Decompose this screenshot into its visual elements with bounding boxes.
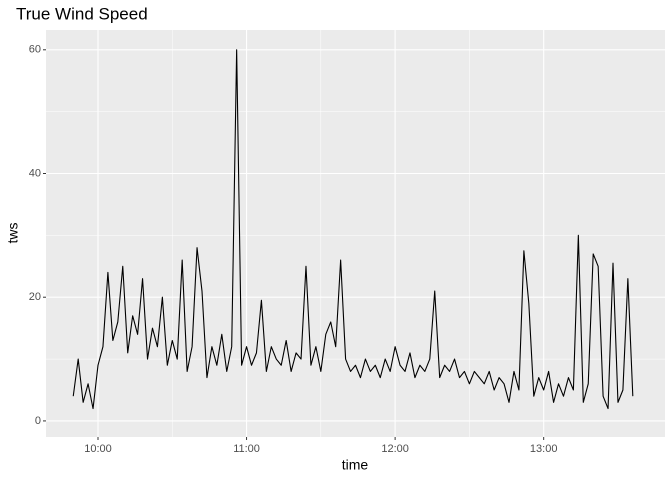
x-tick-label: 12:00 (381, 443, 409, 455)
x-tick-label: 13:00 (530, 443, 558, 455)
x-tick-label: 11:00 (233, 443, 260, 455)
y-tick-label: 60 (29, 44, 41, 56)
y-tick-label: 0 (35, 415, 41, 427)
x-tick-label: 10:00 (84, 443, 112, 455)
chart-title: True Wind Speed (16, 4, 148, 23)
y-tick-label: 40 (29, 167, 41, 179)
y-tick-label: 20 (29, 291, 41, 303)
line (72, 49, 634, 410)
panel (46, 30, 665, 437)
x-axis-title: time (342, 457, 369, 473)
y-axis-title: tws (5, 223, 21, 244)
